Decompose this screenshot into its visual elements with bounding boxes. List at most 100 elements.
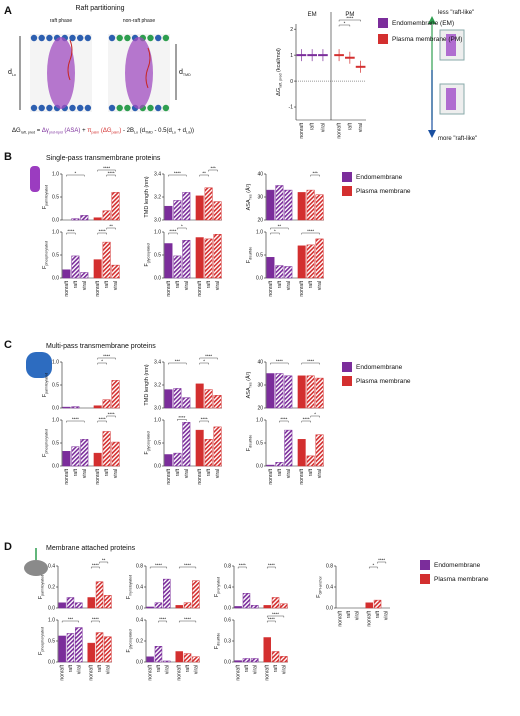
- dlo-d: d: [8, 69, 12, 76]
- x-tick-label: nonraft: [95, 280, 101, 296]
- x-tick-label: raft: [347, 122, 353, 130]
- y-tick-label: 0.0: [52, 218, 59, 224]
- y-axis-label: Fpalmitoylated: [38, 575, 45, 600]
- significance-label: ****: [159, 617, 166, 622]
- bar: [280, 603, 288, 609]
- y-label-part: F: [126, 649, 132, 653]
- y-tick-label: 0.8: [136, 564, 143, 570]
- significance-bracket: [237, 566, 247, 569]
- legend-swatch: [420, 560, 430, 570]
- y-tick-label: 0.6: [224, 618, 231, 624]
- significance-bracket: [301, 420, 311, 423]
- significance-bracket: [177, 419, 187, 421]
- significance-bracket: [106, 227, 116, 230]
- significance-label: *: [101, 359, 103, 364]
- bar: [195, 237, 204, 279]
- legend-swatch: [378, 34, 388, 44]
- bar: [275, 462, 284, 467]
- bar: [102, 241, 111, 279]
- bar: [173, 255, 182, 279]
- y-label-part: TMD length (nm): [144, 176, 150, 217]
- significance-label: ***: [175, 359, 181, 364]
- legend-label: Plasma membrane: [356, 378, 411, 385]
- bar: [306, 455, 315, 467]
- significance-label: ****: [276, 359, 283, 364]
- legend-label: Plasma membrane: [434, 576, 489, 583]
- x-tick-label: nonraft: [265, 664, 271, 680]
- equation-part: palm: [112, 131, 120, 135]
- bar: [251, 605, 259, 609]
- bar: [95, 581, 104, 609]
- x-tick-label: viral: [383, 611, 389, 620]
- bar: [195, 195, 204, 221]
- y-tick-label: 30: [257, 195, 263, 201]
- y-axis-label: Fphosphorylated: [38, 627, 45, 655]
- bar: [306, 244, 315, 279]
- significance-bracket: [377, 561, 387, 564]
- y-axis-label: Fdisulfide: [246, 435, 253, 452]
- x-tick-label: raft: [308, 280, 314, 288]
- y-tick-label: 0.8: [224, 564, 231, 570]
- y-label-part: glycosylated: [129, 629, 133, 649]
- significance-label: ****: [280, 417, 287, 422]
- y-tick-label: 3.4: [154, 172, 161, 178]
- y-tick-label: 0.0: [48, 660, 55, 666]
- equation-part: Lo: [172, 131, 176, 135]
- significance-label: *: [373, 563, 375, 568]
- y-label-part: glycosylated: [147, 431, 151, 451]
- bar: [80, 272, 89, 279]
- y-tick-label: 1.0: [256, 230, 263, 236]
- bar: [234, 606, 242, 609]
- bar: [71, 446, 80, 467]
- bar: [284, 375, 293, 409]
- y-label-part: phosphorylated: [41, 627, 45, 652]
- y-label-part: F: [144, 451, 150, 455]
- bar: [175, 605, 183, 609]
- significance-label: ****: [184, 563, 191, 568]
- y-label-part: phosphorylated: [45, 241, 49, 266]
- x-tick-label: raft: [244, 664, 250, 672]
- bar: [365, 602, 373, 609]
- y-tick-label: 0.0: [224, 660, 231, 666]
- bar: [62, 269, 71, 279]
- bar: [195, 429, 204, 467]
- significance-bracket: [177, 227, 187, 230]
- significance-bracket: [158, 620, 167, 623]
- x-tick-label: viral: [82, 469, 88, 478]
- significance-label: ***: [312, 171, 318, 176]
- bar: [66, 633, 75, 663]
- significance-bracket: [199, 174, 209, 177]
- y-axis-label: ASAres (Å²): [245, 371, 253, 398]
- y-label-part: res: [249, 194, 253, 199]
- significance-label: ****: [268, 563, 275, 568]
- equation-part: palm: [91, 131, 99, 135]
- x-tick-label: nonraft: [64, 280, 70, 296]
- equation-part: (ASA): [63, 128, 81, 134]
- bar: [284, 266, 293, 279]
- bar: [266, 464, 275, 467]
- bar: [284, 429, 293, 467]
- equation-part: - 2B: [121, 128, 134, 134]
- significance-label: ****: [99, 229, 106, 234]
- x-tick-label: nonraft: [299, 122, 305, 138]
- bar: [266, 257, 275, 279]
- y-tick-label: 3.0: [154, 406, 161, 412]
- y-tick-label: 0.0: [224, 606, 231, 612]
- y-label-part: F: [316, 594, 322, 598]
- significance-bracket: [310, 174, 320, 177]
- dtmd-label: dTMD: [179, 69, 191, 77]
- y-tick-label: 1.0: [154, 230, 161, 236]
- significance-label: ****: [155, 563, 162, 568]
- y-label-part: GPI-anchor: [319, 575, 323, 594]
- bar: [111, 264, 120, 279]
- significance-label: ****: [92, 617, 99, 622]
- y-label-part: disulfide: [249, 435, 253, 448]
- y-label-part: (Å²): [245, 371, 252, 382]
- bar: [164, 389, 173, 409]
- y-tick-label: 0.5: [154, 253, 161, 259]
- bar: [111, 441, 120, 467]
- legend-label: Plasma membrane (PM): [392, 36, 462, 43]
- significance-bracket: [267, 615, 285, 618]
- y-label-part: res: [249, 382, 253, 387]
- legend-label: Endomembrane: [356, 364, 403, 371]
